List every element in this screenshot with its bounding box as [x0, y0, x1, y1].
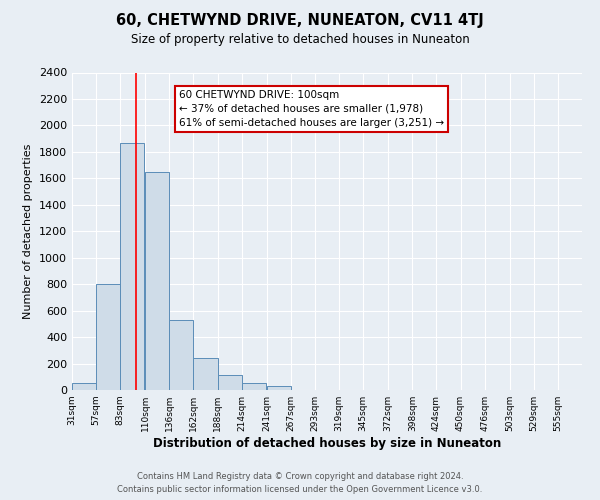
Text: 60 CHETWYND DRIVE: 100sqm
← 37% of detached houses are smaller (1,978)
61% of se: 60 CHETWYND DRIVE: 100sqm ← 37% of detac… [179, 90, 444, 128]
Text: Contains HM Land Registry data © Crown copyright and database right 2024.: Contains HM Land Registry data © Crown c… [137, 472, 463, 481]
Text: 60, CHETWYND DRIVE, NUNEATON, CV11 4TJ: 60, CHETWYND DRIVE, NUNEATON, CV11 4TJ [116, 12, 484, 28]
Bar [169, 320, 193, 390]
Text: Contains public sector information licensed under the Open Government Licence v3: Contains public sector information licen… [118, 485, 482, 494]
Bar [120, 142, 145, 390]
Bar [218, 376, 242, 390]
Bar [242, 384, 266, 390]
Bar [267, 386, 291, 390]
Y-axis label: Number of detached properties: Number of detached properties [23, 144, 34, 319]
X-axis label: Distribution of detached houses by size in Nuneaton: Distribution of detached houses by size … [153, 437, 501, 450]
Bar [145, 172, 169, 390]
Text: Size of property relative to detached houses in Nuneaton: Size of property relative to detached ho… [131, 32, 469, 46]
Bar [96, 284, 120, 390]
Bar [72, 382, 96, 390]
Bar [193, 358, 218, 390]
